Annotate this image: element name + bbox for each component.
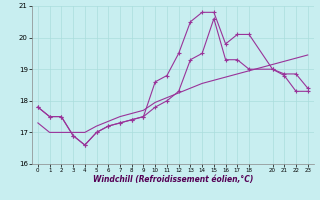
X-axis label: Windchill (Refroidissement éolien,°C): Windchill (Refroidissement éolien,°C): [92, 175, 253, 184]
